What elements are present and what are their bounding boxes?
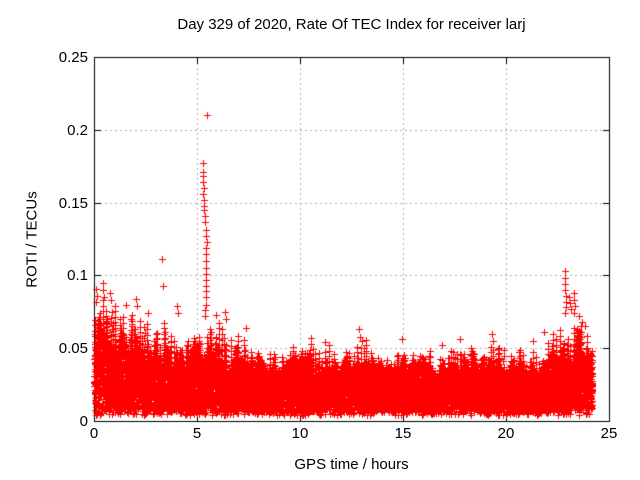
x-axis-label: GPS time / hours bbox=[294, 456, 409, 473]
chart-title: Day 329 of 2020, Rate Of TEC Index for r… bbox=[177, 16, 526, 33]
y-axis-label: ROTI / TECUs bbox=[23, 191, 41, 288]
